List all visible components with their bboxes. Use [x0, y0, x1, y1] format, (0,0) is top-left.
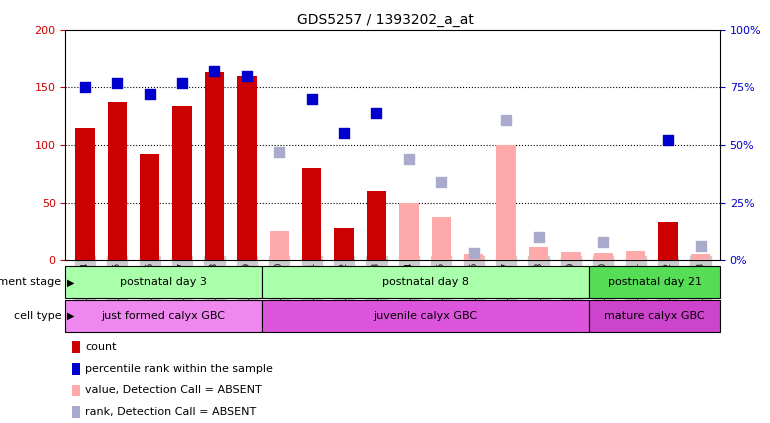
Bar — [72, 406, 80, 418]
Point — [467, 250, 480, 257]
Text: value, Detection Call = ABSENT: value, Detection Call = ABSENT — [85, 385, 262, 396]
Text: postnatal day 3: postnatal day 3 — [120, 277, 207, 287]
Text: just formed calyx GBC: just formed calyx GBC — [102, 311, 226, 321]
Text: rank, Detection Call = ABSENT: rank, Detection Call = ABSENT — [85, 407, 256, 417]
Point — [435, 179, 447, 185]
Text: GDS5257 / 1393202_a_at: GDS5257 / 1393202_a_at — [296, 13, 474, 27]
Point — [79, 84, 91, 91]
Bar — [431, 217, 451, 260]
Point — [370, 109, 383, 116]
Point — [532, 234, 544, 241]
Point — [662, 137, 675, 144]
Bar — [367, 191, 387, 260]
Bar — [108, 102, 127, 260]
Bar — [334, 228, 354, 260]
Text: postnatal day 21: postnatal day 21 — [608, 277, 701, 287]
Bar — [140, 154, 159, 260]
Bar — [658, 222, 678, 260]
Bar — [594, 253, 613, 260]
Bar — [302, 168, 321, 260]
Bar — [626, 251, 645, 260]
Text: cell type: cell type — [14, 311, 62, 321]
Bar — [589, 266, 720, 298]
Text: ▶: ▶ — [67, 277, 75, 287]
Bar — [65, 300, 262, 332]
Point — [176, 79, 188, 86]
Text: juvenile calyx GBC: juvenile calyx GBC — [373, 311, 477, 321]
Point — [111, 79, 123, 86]
Bar — [270, 231, 289, 260]
Point — [273, 148, 286, 155]
Bar — [561, 252, 581, 260]
Point — [143, 91, 156, 98]
Bar — [172, 106, 192, 260]
Bar — [65, 266, 262, 298]
Bar — [262, 266, 589, 298]
Text: mature calyx GBC: mature calyx GBC — [604, 311, 705, 321]
Bar — [72, 341, 80, 353]
Point — [403, 155, 415, 162]
Text: percentile rank within the sample: percentile rank within the sample — [85, 364, 273, 374]
Bar — [529, 247, 548, 260]
Bar — [399, 203, 419, 260]
Text: development stage: development stage — [0, 277, 62, 287]
Text: count: count — [85, 342, 116, 352]
Bar — [262, 300, 589, 332]
Point — [209, 68, 221, 74]
Bar — [205, 72, 224, 260]
Point — [598, 238, 610, 245]
Bar — [237, 76, 256, 260]
Text: ▶: ▶ — [67, 311, 75, 321]
Bar — [72, 385, 80, 396]
Bar — [691, 254, 710, 260]
Point — [241, 72, 253, 79]
Point — [695, 243, 707, 250]
Point — [500, 116, 512, 123]
Text: postnatal day 8: postnatal day 8 — [382, 277, 469, 287]
Bar — [75, 128, 95, 260]
Bar — [72, 363, 80, 375]
Bar — [589, 300, 720, 332]
Bar — [497, 145, 516, 260]
Bar — [464, 254, 484, 260]
Point — [306, 96, 318, 102]
Point — [338, 130, 350, 137]
